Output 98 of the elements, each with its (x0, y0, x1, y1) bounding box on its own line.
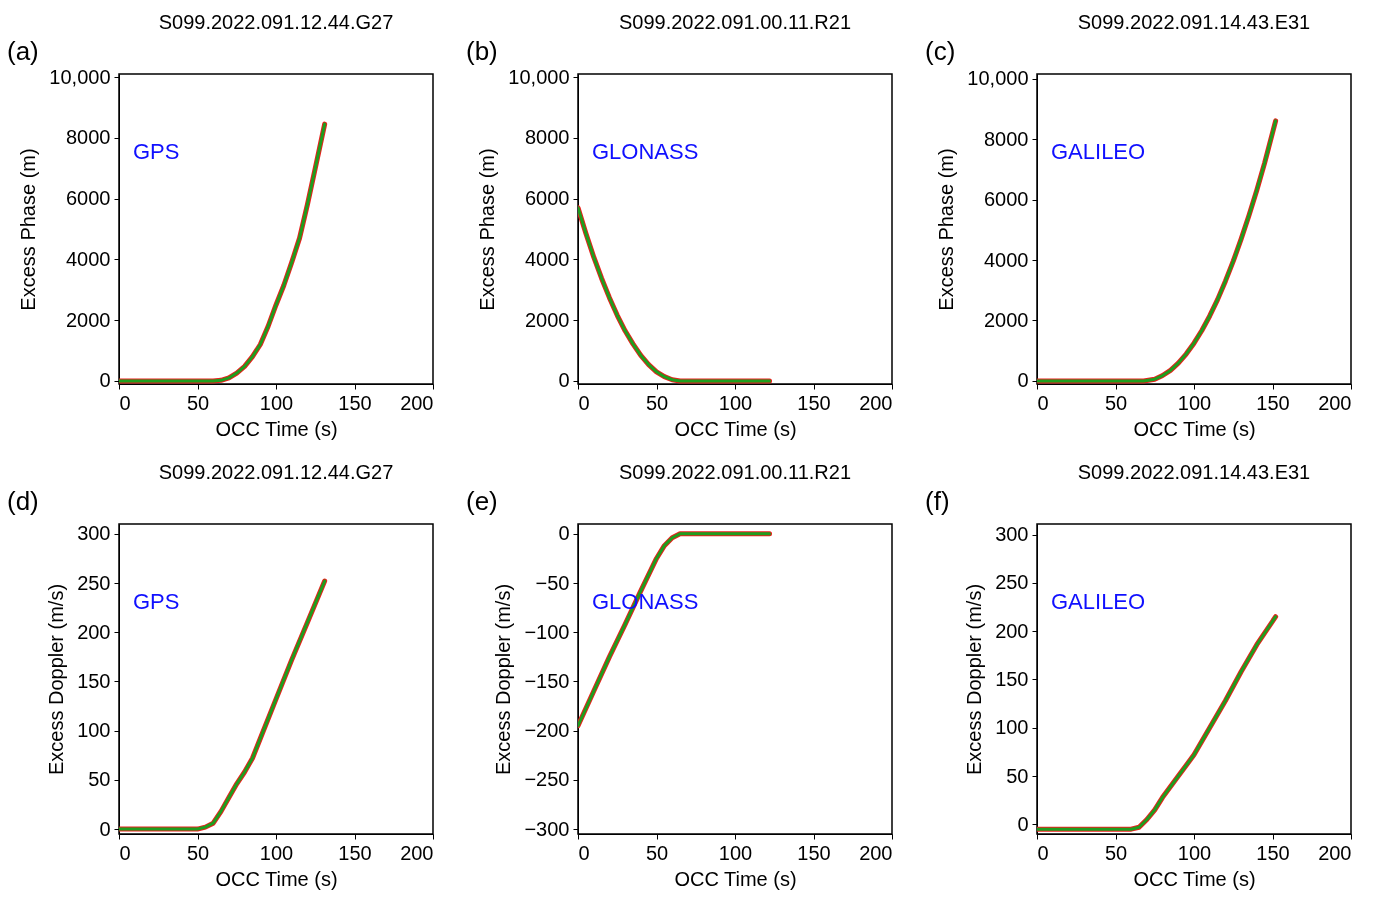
text: (d) (7, 486, 39, 516)
annotation: GALILEO (1051, 589, 1146, 614)
text: (e) (466, 486, 498, 516)
chart-title: S099.2022.091.00.11.R21 (618, 11, 852, 33)
y-tick-label: 150 (77, 669, 111, 692)
y-axis-title: Excess Phase (m) (476, 148, 499, 311)
y-tick-label: 50 (1006, 764, 1029, 787)
y-tick-label: 0 (1017, 369, 1029, 392)
x-tick-label: 100 (718, 391, 753, 414)
y-tick-label: 4000 (525, 247, 570, 270)
x-tick-label: 50 (1104, 391, 1128, 414)
x-tick-label: 0 (1037, 841, 1049, 864)
x-tick-label: 200 (400, 841, 434, 864)
y-tick-label: −300 (524, 817, 570, 840)
y-tick-label: 100 (995, 716, 1029, 739)
text: (b) (466, 36, 498, 66)
x-tick-label: 150 (797, 391, 831, 414)
y-tick-label: 10,000 (49, 65, 111, 88)
x-tick-label: 0 (119, 841, 131, 864)
chart-title: S099.2022.091.14.43.E31 (1077, 11, 1311, 33)
x-tick-label: 150 (1256, 841, 1290, 864)
x-axis-title: OCC Time (s) (674, 867, 797, 890)
y-tick-label: 0 (99, 817, 111, 840)
y-tick-label: 2000 (525, 308, 570, 331)
x-tick-label: 0 (578, 841, 590, 864)
x-tick-label: 100 (718, 841, 753, 864)
x-tick-label: 0 (578, 391, 590, 414)
y-axis-title: Excess Phase (m) (935, 148, 958, 311)
y-tick-label: 8000 (525, 126, 570, 149)
chart-title: S099.2022.091.00.11.R21 (618, 461, 852, 483)
x-tick-label: 0 (1037, 391, 1049, 414)
x-tick-label: 150 (1256, 391, 1290, 414)
x-tick-label: 50 (1104, 841, 1128, 864)
chart-title: S099.2022.091.14.43.E31 (1077, 461, 1311, 483)
y-tick-label: 2000 (66, 308, 111, 331)
x-tick-label: 150 (797, 841, 831, 864)
text: (a) (7, 36, 39, 66)
y-tick-label: −50 (535, 571, 570, 594)
chart-title: S099.2022.091.12.44.G27 (158, 11, 394, 33)
x-tick-label: 50 (186, 841, 210, 864)
y-tick-label: 6000 (66, 187, 111, 210)
y-tick-label: 0 (558, 369, 570, 392)
y-axis-title: Excess Doppler (m/s) (492, 583, 515, 776)
x-tick-label: 200 (1318, 391, 1352, 414)
x-axis-title: OCC Time (s) (215, 417, 338, 440)
x-tick-label: 100 (259, 841, 294, 864)
y-tick-label: 50 (88, 768, 111, 791)
y-tick-label: 10,000 (508, 65, 570, 88)
y-tick-label: 200 (77, 620, 111, 643)
x-axis-title: OCC Time (s) (1133, 867, 1256, 890)
x-tick-label: 100 (1177, 391, 1212, 414)
y-tick-label: 2000 (984, 308, 1029, 331)
x-tick-label: 200 (1318, 841, 1352, 864)
y-tick-label: 250 (77, 571, 111, 594)
x-tick-label: 150 (338, 841, 372, 864)
x-tick-label: 50 (186, 391, 210, 414)
y-tick-label: −250 (524, 768, 570, 791)
y-tick-label: 300 (995, 523, 1029, 546)
x-tick-label: 0 (119, 391, 131, 414)
annotation: GPS (133, 589, 180, 614)
text: (c) (925, 36, 956, 66)
x-tick-label: 50 (645, 841, 669, 864)
chart-title: S099.2022.091.12.44.G27 (158, 461, 394, 483)
y-tick-label: 8000 (66, 126, 111, 149)
y-tick-label: 300 (77, 522, 111, 545)
x-tick-label: 100 (259, 391, 294, 414)
x-tick-label: 200 (859, 841, 893, 864)
y-axis-title: Excess Doppler (m/s) (963, 583, 986, 776)
y-tick-label: 0 (99, 369, 111, 392)
x-axis-title: OCC Time (s) (215, 867, 338, 890)
y-tick-label: 250 (995, 571, 1029, 594)
text: (f) (925, 486, 950, 516)
annotation: GPS (133, 139, 180, 164)
x-tick-label: 150 (338, 391, 372, 414)
x-axis-title: OCC Time (s) (1133, 417, 1256, 440)
y-tick-label: 4000 (66, 247, 111, 270)
y-tick-label: 200 (995, 619, 1029, 642)
y-tick-label: 8000 (984, 127, 1029, 150)
y-tick-label: 10,000 (967, 67, 1029, 90)
y-tick-label: −200 (524, 719, 570, 742)
annotation: GLONASS (592, 139, 699, 164)
x-tick-label: 200 (859, 391, 893, 414)
y-axis-title: Excess Phase (m) (17, 148, 40, 311)
x-tick-label: 100 (1177, 841, 1212, 864)
x-tick-label: 50 (645, 391, 669, 414)
x-axis-title: OCC Time (s) (674, 417, 797, 440)
y-tick-label: 6000 (984, 188, 1029, 211)
annotation: GALILEO (1051, 139, 1146, 164)
y-tick-label: 6000 (525, 187, 570, 210)
y-axis-title: Excess Doppler (m/s) (45, 583, 68, 776)
y-tick-label: 150 (995, 667, 1029, 690)
y-tick-label: 4000 (984, 248, 1029, 271)
y-tick-label: −150 (524, 669, 570, 692)
y-tick-label: −100 (524, 620, 570, 643)
y-tick-label: 0 (1017, 812, 1029, 835)
y-tick-label: 0 (558, 522, 570, 545)
y-tick-label: 100 (77, 719, 111, 742)
x-tick-label: 200 (400, 391, 434, 414)
